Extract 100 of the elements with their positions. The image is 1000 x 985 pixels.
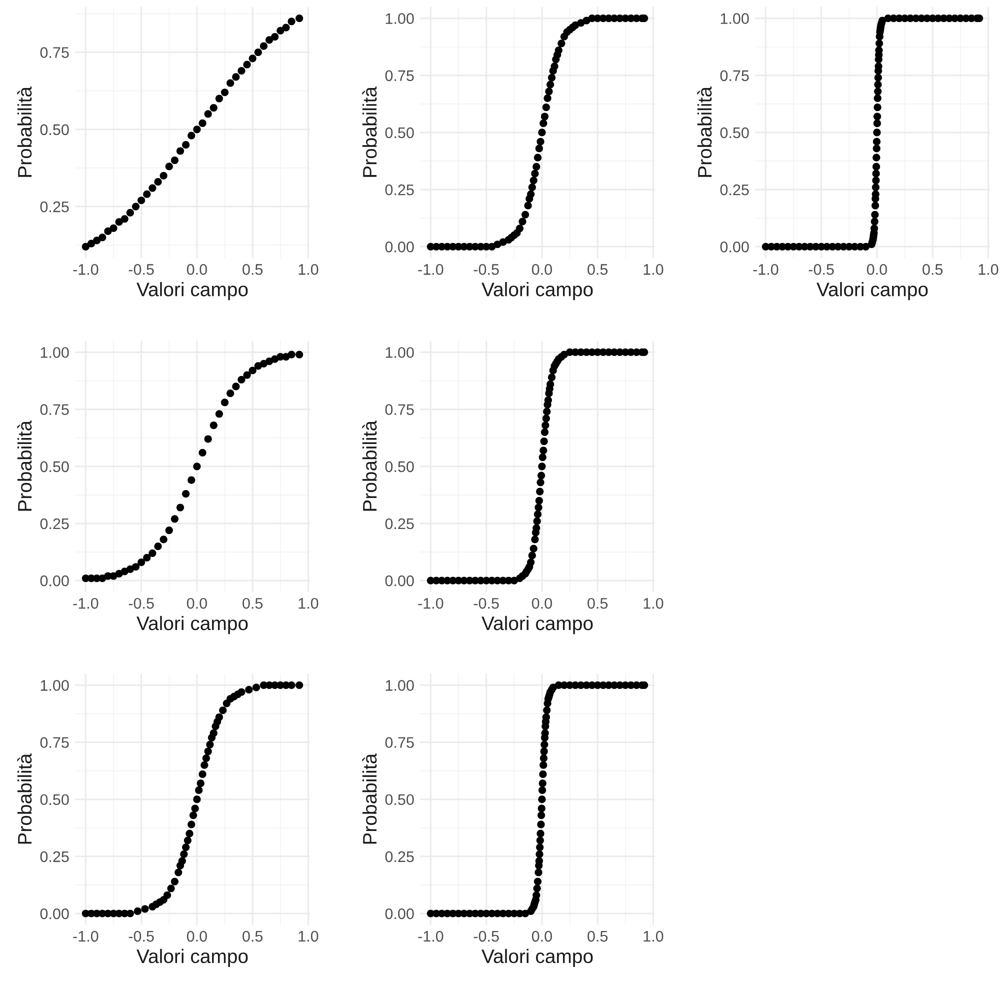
y-tick-label: 0.25	[40, 518, 69, 530]
point	[160, 172, 168, 180]
point	[98, 234, 106, 242]
point	[148, 549, 156, 557]
point	[110, 224, 118, 232]
y-tick-label: 0.50	[40, 461, 69, 472]
point	[138, 558, 146, 566]
point	[165, 162, 173, 170]
y-tick-label: 0.25	[40, 201, 69, 212]
point	[176, 147, 184, 155]
x-tick-label: 0.5	[242, 930, 263, 942]
y-tick-label: 0.50	[40, 124, 69, 136]
point	[202, 754, 210, 762]
y-tick-label: 0.75	[720, 70, 749, 82]
point	[265, 36, 274, 44]
point	[154, 178, 162, 186]
point	[189, 812, 198, 820]
x-axis-title: Valori campo	[816, 282, 928, 300]
point	[210, 104, 218, 112]
x-tick-label: 0.5	[922, 264, 943, 275]
x-tick-label: -0.5	[128, 598, 154, 609]
x-tick-label: -0.5	[474, 930, 499, 942]
point	[198, 770, 206, 778]
point	[104, 227, 112, 236]
x-tick-label: 0.0	[186, 598, 207, 609]
y-tick-label: 0.50	[385, 461, 414, 472]
point	[184, 836, 192, 844]
point	[271, 33, 279, 41]
point	[82, 242, 90, 250]
point	[288, 350, 296, 358]
x-tick-label: 0.0	[186, 264, 207, 275]
x-tick-label: -0.5	[808, 264, 834, 275]
point	[178, 857, 186, 865]
point	[134, 907, 142, 916]
y-axis-title: Probabilità	[17, 753, 32, 844]
point	[154, 542, 162, 550]
y-tick-label: 0.00	[385, 242, 414, 252]
point	[215, 94, 224, 102]
point	[191, 804, 199, 812]
point	[219, 706, 227, 714]
point	[126, 910, 134, 918]
point	[143, 554, 151, 562]
y-axis-title: Probabilità	[362, 753, 377, 844]
y-axis-title: Probabilità	[17, 86, 32, 177]
y-tick-label: 0.00	[385, 908, 414, 920]
point	[204, 435, 212, 443]
y-tick-label: 0.75	[40, 404, 69, 415]
point	[220, 88, 229, 96]
point	[215, 410, 224, 418]
x-tick-label: -1.0	[753, 264, 778, 275]
x-tick-label: -1.0	[73, 930, 98, 942]
y-tick-label: 0.25	[385, 851, 414, 862]
point	[220, 398, 229, 406]
point	[170, 515, 178, 523]
point	[176, 504, 184, 512]
y-tick-label: 0.25	[40, 851, 69, 862]
point	[170, 878, 178, 886]
point	[160, 536, 168, 544]
point	[232, 73, 240, 81]
x-tick-label: -1.0	[418, 598, 444, 609]
point	[238, 376, 246, 384]
x-tick-label: -1.0	[418, 264, 444, 275]
x-tick-label: 0.0	[532, 264, 552, 275]
point	[282, 24, 290, 32]
y-tick-label: 1.00	[386, 347, 414, 358]
point	[188, 476, 196, 484]
x-tick-label: 1.0	[298, 598, 318, 609]
y-axis-title: Probabilità	[697, 86, 712, 177]
x-axis-title: Valori campo	[482, 948, 593, 968]
y-tick-label: 0.00	[40, 575, 69, 586]
x-tick-label: -0.5	[474, 264, 499, 275]
point	[248, 54, 256, 62]
x-tick-label: 0.5	[242, 598, 263, 609]
y-tick-label: 0.00	[385, 575, 414, 586]
y-tick-label: 0.50	[720, 127, 749, 138]
point	[163, 891, 172, 900]
point	[93, 236, 101, 244]
point	[210, 421, 218, 430]
point	[186, 830, 194, 838]
point	[204, 748, 212, 756]
y-tick-label: 0.75	[40, 47, 69, 58]
point	[210, 729, 218, 737]
point	[193, 462, 201, 470]
point	[254, 48, 262, 56]
y-tick-label: 0.50	[40, 794, 69, 806]
point	[182, 490, 190, 498]
y-tick-label: 0.75	[385, 737, 414, 748]
point	[138, 196, 146, 204]
x-tick-label: 0.0	[866, 264, 887, 275]
x-tick-label: 0.5	[588, 930, 608, 942]
point	[288, 18, 296, 26]
y-axis-title: Probabilità	[362, 420, 377, 511]
x-tick-label: 0.0	[186, 930, 207, 942]
point	[288, 681, 296, 689]
point	[226, 390, 234, 398]
point	[226, 79, 234, 87]
point	[188, 132, 196, 140]
y-tick-label: 0.25	[385, 184, 414, 196]
x-tick-label: -1.0	[73, 264, 98, 275]
point	[174, 868, 182, 876]
